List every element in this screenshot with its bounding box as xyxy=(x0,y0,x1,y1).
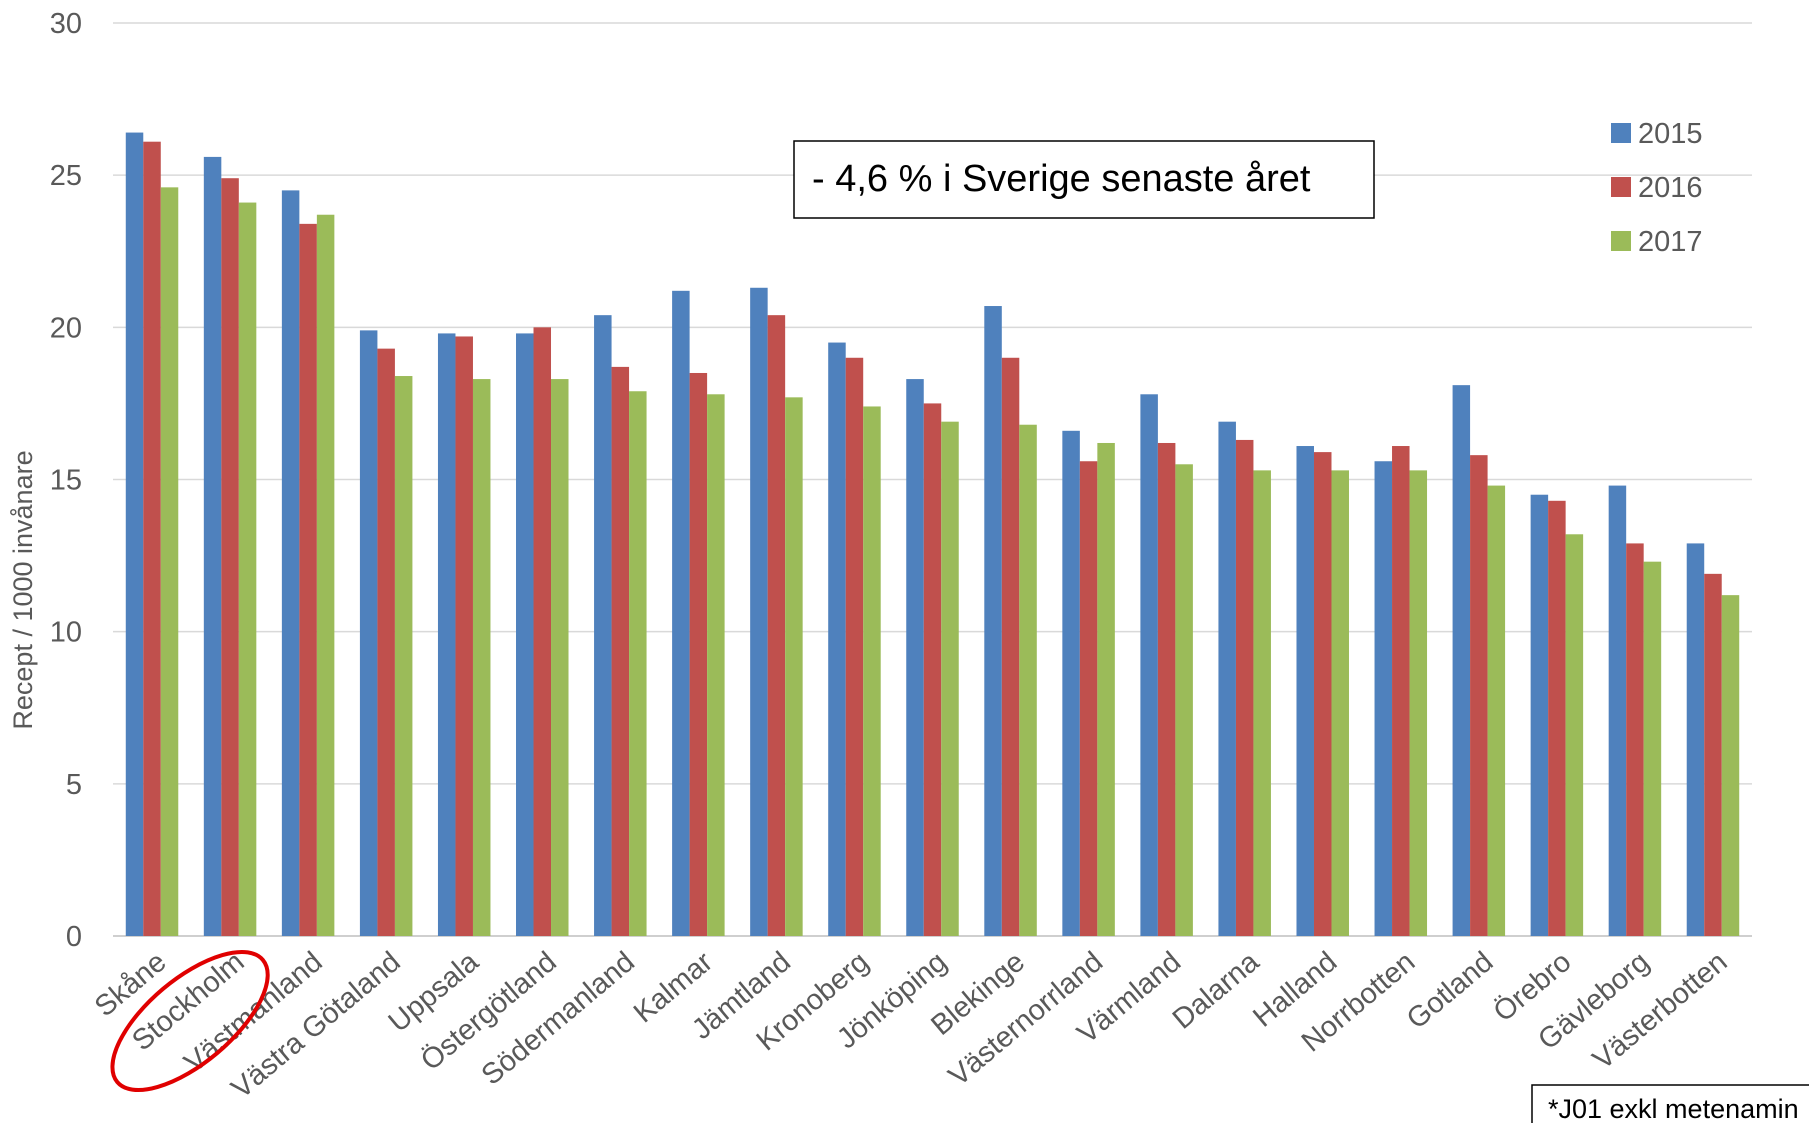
bar-2016-6 xyxy=(611,366,630,936)
bar-2017-3 xyxy=(394,376,413,936)
y-axis-label: Recept / 1000 invånare xyxy=(8,450,38,729)
bar-2016-10 xyxy=(923,403,942,937)
bar-2015-8 xyxy=(750,287,768,936)
bar-2015-9 xyxy=(828,342,846,936)
x-tick-label: Dalarna xyxy=(1167,945,1266,1035)
y-axis-ticks: 0 5 10 15 20 25 30 xyxy=(50,8,82,953)
footnote-text: *J01 exkl metenamin xyxy=(1548,1094,1799,1123)
annotation-text: - 4,6 % i Sverige senaste året xyxy=(812,158,1311,200)
bar-2017-19 xyxy=(1643,561,1662,936)
bar-2017-0 xyxy=(160,187,179,937)
bar-2017-5 xyxy=(551,379,569,936)
bar-2015-19 xyxy=(1608,485,1627,936)
bar-2017-6 xyxy=(629,391,647,936)
legend-swatch-2017 xyxy=(1611,231,1631,251)
bar-2016-5 xyxy=(533,327,552,936)
bar-2016-15 xyxy=(1313,452,1332,936)
bar-2015-10 xyxy=(906,379,924,936)
y-tick-label: 10 xyxy=(50,617,82,649)
bar-2015-4 xyxy=(437,333,456,936)
x-tick-label: Gotland xyxy=(1401,946,1499,1036)
bar-2017-8 xyxy=(785,397,803,937)
bar-2017-7 xyxy=(707,394,725,937)
y-tick-label: 20 xyxy=(50,312,82,344)
bar-2017-17 xyxy=(1487,485,1506,936)
bar-2017-18 xyxy=(1565,534,1584,936)
bar-2016-12 xyxy=(1079,461,1098,936)
bars xyxy=(125,132,1740,937)
bar-2016-20 xyxy=(1704,573,1722,936)
legend-label: 2017 xyxy=(1638,226,1703,258)
bar-2015-1 xyxy=(203,156,222,936)
bar-2015-3 xyxy=(359,330,378,936)
bar-2016-19 xyxy=(1626,543,1644,936)
bar-2017-16 xyxy=(1409,470,1428,936)
bar-2015-15 xyxy=(1296,446,1314,936)
bar-2017-14 xyxy=(1253,470,1271,936)
bar-2016-18 xyxy=(1548,500,1566,936)
bar-2017-4 xyxy=(472,379,491,936)
bar-2015-5 xyxy=(516,333,534,936)
legend-swatch-2016 xyxy=(1611,177,1631,197)
y-tick-label: 0 xyxy=(66,921,82,953)
bar-2015-2 xyxy=(281,190,300,937)
legend: 2015 2016 2017 xyxy=(1611,118,1703,258)
bar-2016-2 xyxy=(299,223,317,937)
bar-2016-17 xyxy=(1470,455,1488,936)
bar-2017-15 xyxy=(1331,470,1349,936)
y-tick-label: 25 xyxy=(50,160,82,192)
bar-2016-13 xyxy=(1157,442,1176,936)
bar-2015-7 xyxy=(672,290,690,936)
bar-2016-9 xyxy=(845,357,864,936)
bar-2015-0 xyxy=(125,132,144,936)
legend-label: 2015 xyxy=(1638,118,1703,150)
highlight-ellipse xyxy=(110,949,270,1093)
bar-2015-16 xyxy=(1374,461,1393,936)
bar-2016-0 xyxy=(143,141,161,936)
bar-2015-17 xyxy=(1452,385,1471,936)
footnote-box: *J01 exkl metenamin xyxy=(1531,1084,1809,1123)
bar-2016-4 xyxy=(455,336,473,936)
bar-2017-1 xyxy=(238,202,257,937)
bar-2015-13 xyxy=(1140,394,1158,937)
bar-2017-11 xyxy=(1019,424,1037,936)
bar-2015-20 xyxy=(1686,543,1705,936)
bar-2015-14 xyxy=(1218,421,1236,937)
x-tick-label: Västerbotten xyxy=(1587,946,1734,1076)
bar-2017-10 xyxy=(941,421,959,937)
bar-2016-7 xyxy=(689,372,708,936)
y-tick-label: 15 xyxy=(50,465,82,497)
bar-2015-12 xyxy=(1062,430,1080,936)
bar-2016-11 xyxy=(1001,357,1020,936)
bar-2017-13 xyxy=(1175,464,1193,936)
y-tick-label: 30 xyxy=(50,8,82,40)
bar-2016-1 xyxy=(221,178,239,936)
legend-label: 2016 xyxy=(1638,172,1703,204)
bar-2016-14 xyxy=(1235,439,1254,936)
bar-2016-3 xyxy=(377,348,395,936)
bar-2015-18 xyxy=(1530,494,1549,936)
bar-2017-12 xyxy=(1097,442,1115,936)
bar-2017-9 xyxy=(863,406,881,937)
legend-swatch-2015 xyxy=(1611,123,1631,143)
bar-2015-11 xyxy=(984,306,1002,936)
bar-2017-2 xyxy=(316,214,335,937)
bar-2015-6 xyxy=(594,315,612,936)
annotation-box: - 4,6 % i Sverige senaste året xyxy=(793,140,1375,219)
y-tick-label: 5 xyxy=(66,769,82,801)
bar-2017-20 xyxy=(1721,595,1740,936)
bar-2016-8 xyxy=(767,315,786,936)
bar-2016-16 xyxy=(1392,446,1410,936)
